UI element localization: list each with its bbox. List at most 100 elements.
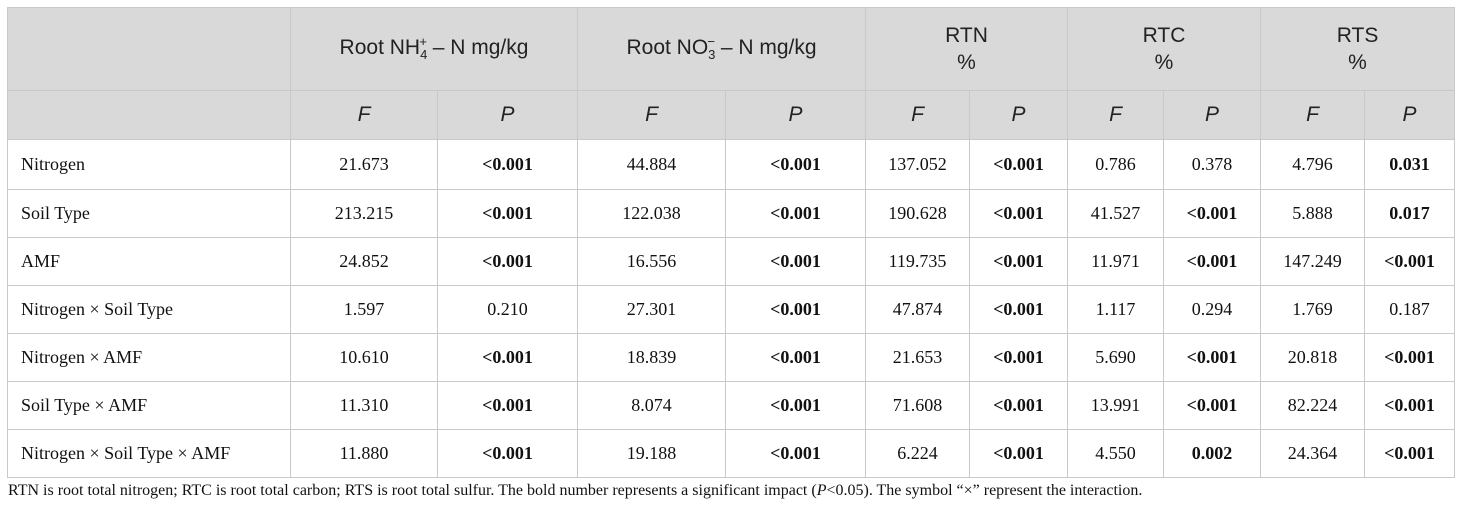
table-body: Nitrogen 21.673 <0.001 44.884 <0.001 137.052 <… <box>7 139 1456 478</box>
f-value-cell: 82.224 <box>1260 381 1366 430</box>
f-value-cell: 13.991 <box>1067 381 1165 430</box>
f-value-cell: 119.735 <box>865 237 971 286</box>
p-value-cell: <0.001 <box>969 237 1069 286</box>
table-row: Nitrogen × Soil Type 1.597 0.210 27.301 <0.0… <box>7 285 1456 334</box>
p-value-cell: <0.001 <box>1163 381 1262 430</box>
p-value-cell: <0.001 <box>1163 237 1262 286</box>
p-value-cell: <0.001 <box>437 189 578 238</box>
p-value-cell: 0.002 <box>1163 429 1262 478</box>
f-value-cell: 47.874 <box>865 285 971 334</box>
group-header-no3: Root NO3− – N mg/kg <box>576 7 867 91</box>
sub-header-p: P <box>969 90 1069 140</box>
f-value-cell: 1.117 <box>1067 285 1165 334</box>
p-value-cell: 0.378 <box>1163 139 1262 190</box>
corner-cell <box>7 7 291 91</box>
p-value-cell: 0.294 <box>1163 285 1262 334</box>
p-value-cell: <0.001 <box>437 237 578 286</box>
f-value-cell: 5.690 <box>1067 333 1165 382</box>
f-value-cell: 6.224 <box>865 429 971 478</box>
f-value-cell: 5.888 <box>1260 189 1366 238</box>
f-value-cell: 190.628 <box>865 189 971 238</box>
f-value-cell: 71.608 <box>865 381 971 430</box>
row-label: Nitrogen × Soil Type × AMF <box>7 429 291 478</box>
f-value-cell: 0.786 <box>1067 139 1165 190</box>
sub-header-f: F <box>1260 90 1366 140</box>
p-value-cell: <0.001 <box>969 189 1069 238</box>
sub-header-p: P <box>437 90 578 140</box>
p-value-cell: <0.001 <box>724 285 867 334</box>
f-value-cell: 21.673 <box>290 139 438 190</box>
f-value-cell: 27.301 <box>577 285 726 334</box>
p-value-cell: <0.001 <box>969 285 1069 334</box>
p-value-cell: <0.001 <box>969 139 1069 190</box>
f-value-cell: 24.364 <box>1260 429 1366 478</box>
p-value-cell: <0.001 <box>1163 189 1262 238</box>
p-value-cell: <0.001 <box>1163 333 1262 382</box>
p-value-cell: <0.001 <box>724 237 867 286</box>
table-row: Soil Type 213.215 <0.001 122.038 <0.001 190.6… <box>7 189 1456 238</box>
sub-header-p: P <box>1163 90 1262 140</box>
f-value-cell: 10.610 <box>290 333 438 382</box>
row-label: Nitrogen × AMF <box>7 333 291 382</box>
f-value-cell: 18.839 <box>577 333 726 382</box>
f-value-cell: 4.796 <box>1260 139 1366 190</box>
p-value-cell: <0.001 <box>969 429 1069 478</box>
f-value-cell: 44.884 <box>577 139 726 190</box>
sub-header-p: P <box>724 90 867 140</box>
f-value-cell: 147.249 <box>1260 237 1366 286</box>
f-value-cell: 11.971 <box>1067 237 1165 286</box>
p-value-cell: 0.017 <box>1364 189 1456 238</box>
sub-header-f: F <box>577 90 726 140</box>
f-value-cell: 19.188 <box>577 429 726 478</box>
table-row: Nitrogen 21.673 <0.001 44.884 <0.001 137.052 <… <box>7 139 1456 190</box>
p-value-cell: <0.001 <box>437 139 578 190</box>
f-value-cell: 122.038 <box>577 189 726 238</box>
p-value-cell: <0.001 <box>1364 429 1456 478</box>
row-label: Soil Type <box>7 189 291 238</box>
f-value-cell: 41.527 <box>1067 189 1165 238</box>
f-value-cell: 4.550 <box>1067 429 1165 478</box>
f-value-cell: 20.818 <box>1260 333 1366 382</box>
sub-header-f: F <box>865 90 971 140</box>
group-header-rts: RTS% <box>1260 7 1456 91</box>
p-value-cell: <0.001 <box>724 189 867 238</box>
table-row: AMF 24.852 <0.001 16.556 <0.001 119.735 <0.001… <box>7 237 1456 286</box>
p-value-cell: <0.001 <box>437 333 578 382</box>
f-value-cell: 11.310 <box>290 381 438 430</box>
f-value-cell: 1.597 <box>290 285 438 334</box>
row-label: Soil Type × AMF <box>7 381 291 430</box>
p-value-cell: 0.210 <box>437 285 578 334</box>
table-row: Nitrogen × Soil Type × AMF 11.880 <0.001 19… <box>7 429 1456 478</box>
p-value-cell: <0.001 <box>724 139 867 190</box>
sub-header-row: F P F P F P F P F P <box>7 90 1456 140</box>
f-value-cell: 24.852 <box>290 237 438 286</box>
group-header-rtc: RTC% <box>1067 7 1262 91</box>
p-value-cell: <0.001 <box>969 333 1069 382</box>
p-value-cell: <0.001 <box>724 429 867 478</box>
p-value-cell: <0.001 <box>724 381 867 430</box>
f-value-cell: 16.556 <box>577 237 726 286</box>
table-row: Nitrogen × AMF 10.610 <0.001 18.839 <0.001 21… <box>7 333 1456 382</box>
f-value-cell: 8.074 <box>577 381 726 430</box>
sub-header-f: F <box>290 90 438 140</box>
p-value-cell: <0.001 <box>1364 381 1456 430</box>
row-label: AMF <box>7 237 291 286</box>
f-value-cell: 11.880 <box>290 429 438 478</box>
f-value-cell: 1.769 <box>1260 285 1366 334</box>
p-value-cell: <0.001 <box>437 429 578 478</box>
p-value-cell: <0.001 <box>437 381 578 430</box>
f-value-cell: 137.052 <box>865 139 971 190</box>
p-value-cell: 0.187 <box>1364 285 1456 334</box>
p-value-cell: 0.031 <box>1364 139 1456 190</box>
group-header-row: Root NH4+ – N mg/kg Root NO3− – N mg/kg … <box>7 7 1456 91</box>
anova-table: Root NH4+ – N mg/kg Root NO3− – N mg/kg … <box>7 7 1456 478</box>
row-label: Nitrogen × Soil Type <box>7 285 291 334</box>
f-value-cell: 21.653 <box>865 333 971 382</box>
table-footnote: RTN is root total nitrogen; RTC is root … <box>8 482 1143 499</box>
f-value-cell: 213.215 <box>290 189 438 238</box>
table-row: Soil Type × AMF 11.310 <0.001 8.074 <0.001 71… <box>7 381 1456 430</box>
group-header-rtn: RTN% <box>865 7 1069 91</box>
corner-cell <box>7 90 291 140</box>
p-value-cell: <0.001 <box>1364 333 1456 382</box>
p-value-cell: <0.001 <box>969 381 1069 430</box>
